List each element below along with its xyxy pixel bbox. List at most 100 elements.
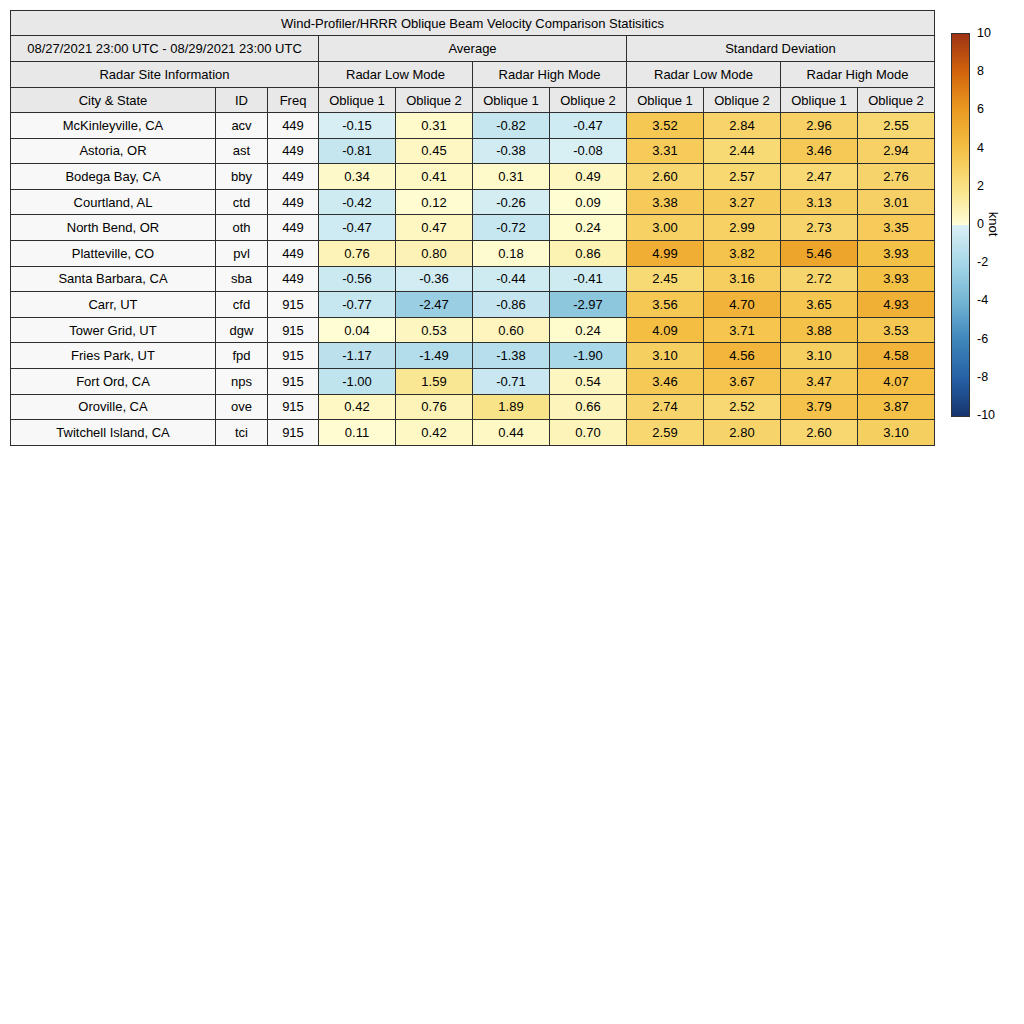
- col-header-id: ID: [216, 88, 268, 113]
- value-cell: -0.86: [473, 292, 550, 318]
- table-row: Bodega Bay, CAbby4490.340.410.310.492.60…: [11, 164, 935, 190]
- value-cell: 2.60: [781, 420, 858, 446]
- value-cell: 0.54: [550, 368, 627, 394]
- value-cell: 2.60: [627, 164, 704, 190]
- value-cell: 3.10: [627, 343, 704, 369]
- city-cell: Oroville, CA: [11, 394, 216, 420]
- value-cell: 0.53: [396, 317, 473, 343]
- freq-cell: 449: [268, 240, 319, 266]
- value-cell: -0.38: [473, 138, 550, 164]
- freq-cell: 449: [268, 113, 319, 139]
- col-header-oblique2: Oblique 2: [550, 88, 627, 113]
- value-cell: 2.80: [704, 420, 781, 446]
- avg-radar-low-mode-header: Radar Low Mode: [319, 62, 473, 88]
- freq-cell: 449: [268, 164, 319, 190]
- value-cell: 3.53: [858, 317, 935, 343]
- table-row: North Bend, ORoth449-0.470.47-0.720.243.…: [11, 215, 935, 241]
- value-cell: 0.12: [396, 189, 473, 215]
- value-cell: -1.00: [319, 368, 396, 394]
- value-cell: 0.31: [396, 113, 473, 139]
- freq-cell: 915: [268, 368, 319, 394]
- colorbar-tick-label: 10: [977, 25, 1017, 41]
- table-row: Platteville, COpvl4490.760.800.180.864.9…: [11, 240, 935, 266]
- statistics-table-wrap: Wind-Profiler/HRRR Oblique Beam Velocity…: [10, 10, 935, 446]
- id-cell: cfd: [216, 292, 268, 318]
- freq-cell: 915: [268, 317, 319, 343]
- value-cell: 0.86: [550, 240, 627, 266]
- value-cell: 0.45: [396, 138, 473, 164]
- value-cell: 0.24: [550, 215, 627, 241]
- value-cell: -2.97: [550, 292, 627, 318]
- value-cell: 2.99: [704, 215, 781, 241]
- value-cell: 3.35: [858, 215, 935, 241]
- value-cell: 4.99: [627, 240, 704, 266]
- colorbar-tick-label: 2: [977, 178, 1017, 194]
- value-cell: 0.80: [396, 240, 473, 266]
- table-row: Oroville, CAove9150.420.761.890.662.742.…: [11, 394, 935, 420]
- id-cell: sba: [216, 266, 268, 292]
- value-cell: -0.77: [319, 292, 396, 318]
- colorbar-tick-label: -10: [977, 407, 1017, 423]
- value-cell: 0.34: [319, 164, 396, 190]
- colorbar-tick-label: -2: [977, 254, 1017, 270]
- value-cell: -0.44: [473, 266, 550, 292]
- value-cell: 3.93: [858, 266, 935, 292]
- table-row: Courtland, ALctd449-0.420.12-0.260.093.3…: [11, 189, 935, 215]
- table-row: Twitchell Island, CAtci9150.110.420.440.…: [11, 420, 935, 446]
- radar-site-information-header: Radar Site Information: [11, 62, 319, 88]
- freq-cell: 449: [268, 266, 319, 292]
- value-cell: -0.56: [319, 266, 396, 292]
- value-cell: -1.90: [550, 343, 627, 369]
- value-cell: -0.26: [473, 189, 550, 215]
- value-cell: 0.24: [550, 317, 627, 343]
- freq-cell: 449: [268, 215, 319, 241]
- value-cell: -0.47: [319, 215, 396, 241]
- table-row: Santa Barbara, CAsba449-0.56-0.36-0.44-0…: [11, 266, 935, 292]
- id-cell: acv: [216, 113, 268, 139]
- value-cell: 3.01: [858, 189, 935, 215]
- id-cell: oth: [216, 215, 268, 241]
- value-cell: 0.18: [473, 240, 550, 266]
- value-cell: -0.36: [396, 266, 473, 292]
- col-header-oblique1: Oblique 1: [473, 88, 550, 113]
- value-cell: 3.87: [858, 394, 935, 420]
- value-cell: -0.15: [319, 113, 396, 139]
- table-row: Tower Grid, UTdgw9150.040.530.600.244.09…: [11, 317, 935, 343]
- table-title: Wind-Profiler/HRRR Oblique Beam Velocity…: [11, 11, 935, 36]
- value-cell: 2.94: [858, 138, 935, 164]
- value-cell: 4.93: [858, 292, 935, 318]
- freq-cell: 915: [268, 343, 319, 369]
- colorbar-tick-label: -8: [977, 369, 1017, 385]
- std-radar-low-mode-header: Radar Low Mode: [627, 62, 781, 88]
- city-cell: Bodega Bay, CA: [11, 164, 216, 190]
- id-cell: ast: [216, 138, 268, 164]
- value-cell: 3.46: [781, 138, 858, 164]
- value-cell: 3.27: [704, 189, 781, 215]
- col-header-city-state: City & State: [11, 88, 216, 113]
- date-range: 08/27/2021 23:00 UTC - 08/29/2021 23:00 …: [11, 36, 319, 62]
- value-cell: -0.41: [550, 266, 627, 292]
- table-row: Fort Ord, CAnps915-1.001.59-0.710.543.46…: [11, 368, 935, 394]
- value-cell: 0.42: [319, 394, 396, 420]
- value-cell: 2.47: [781, 164, 858, 190]
- id-cell: bby: [216, 164, 268, 190]
- value-cell: 0.42: [396, 420, 473, 446]
- id-cell: nps: [216, 368, 268, 394]
- colorbar-tick-label: -4: [977, 292, 1017, 308]
- value-cell: 3.47: [781, 368, 858, 394]
- value-cell: 4.58: [858, 343, 935, 369]
- value-cell: 4.56: [704, 343, 781, 369]
- value-cell: 0.41: [396, 164, 473, 190]
- value-cell: 3.16: [704, 266, 781, 292]
- value-cell: 0.09: [550, 189, 627, 215]
- colorbar-tick-label: 4: [977, 140, 1017, 156]
- statistics-table: Wind-Profiler/HRRR Oblique Beam Velocity…: [10, 10, 935, 446]
- value-cell: -0.71: [473, 368, 550, 394]
- value-cell: 0.11: [319, 420, 396, 446]
- freq-cell: 915: [268, 292, 319, 318]
- colorbar-tick-label: 8: [977, 63, 1017, 79]
- value-cell: -1.49: [396, 343, 473, 369]
- value-cell: 3.65: [781, 292, 858, 318]
- value-cell: 3.93: [858, 240, 935, 266]
- value-cell: 4.09: [627, 317, 704, 343]
